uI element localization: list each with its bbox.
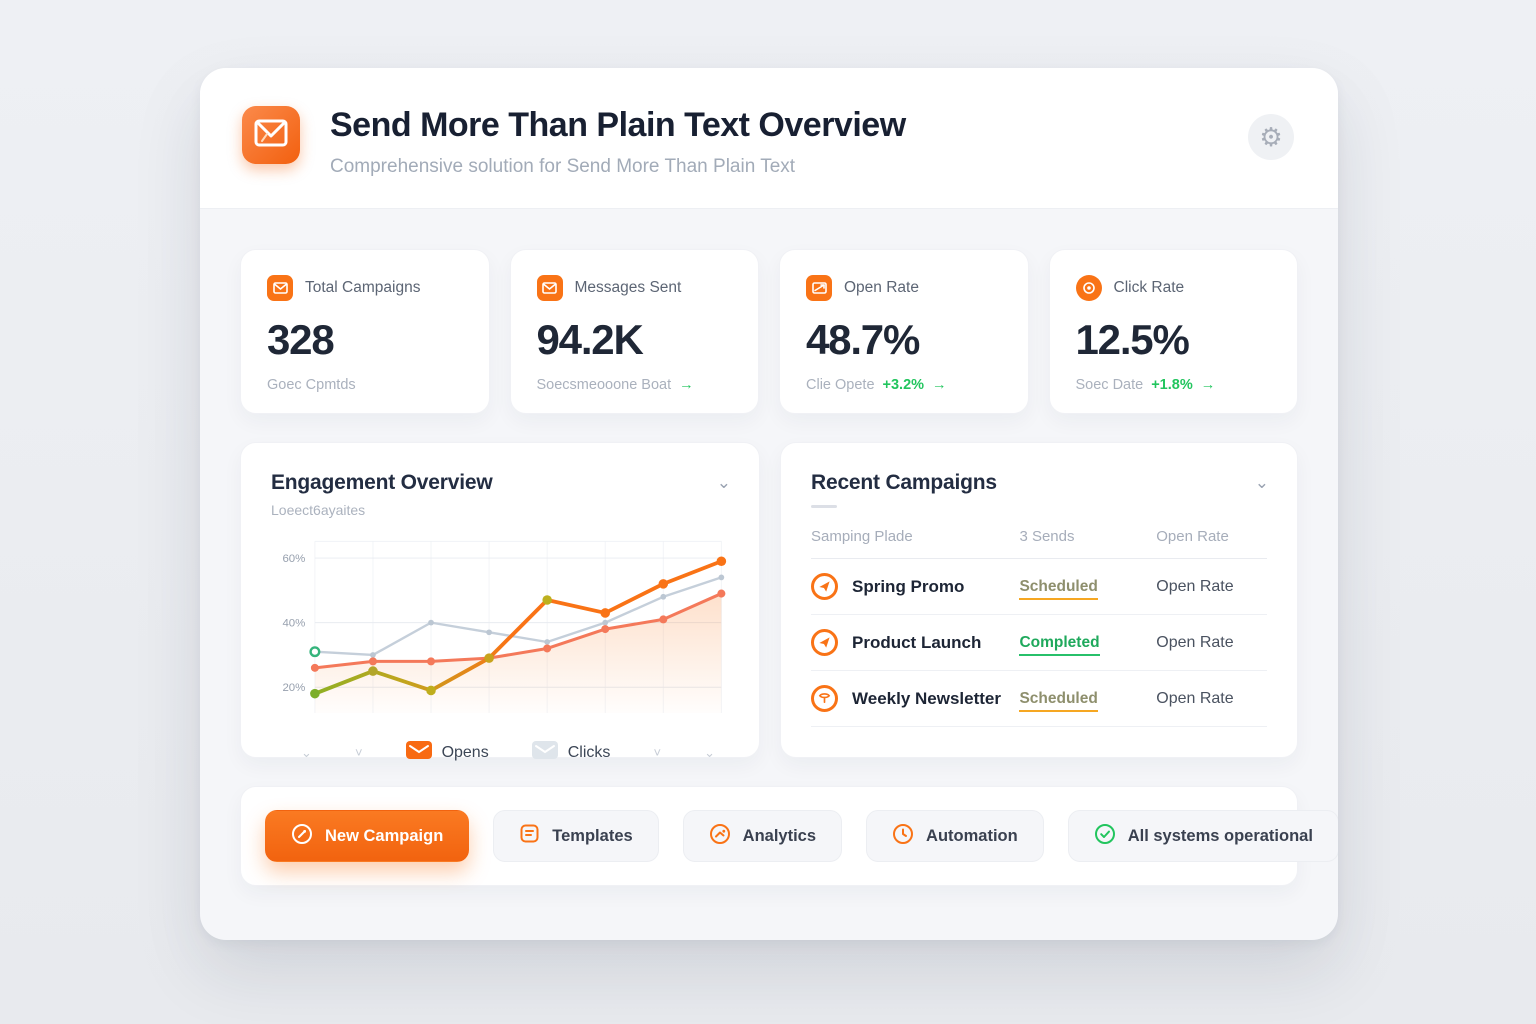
stat-value: 328 — [267, 316, 335, 363]
engagement-subtitle: Loeect6ayaites — [271, 502, 366, 518]
axis-glyph: ˅ — [653, 745, 662, 760]
campaigns-table-header: Samping Plade 3 Sends Open Rate — [811, 528, 1267, 559]
target-icon — [1075, 275, 1102, 301]
stat-label: Click Rate — [1113, 279, 1185, 296]
stat-footer-link[interactable]: Clie Opete +3.2% → — [806, 377, 947, 393]
app-window: Send More Than Plain Text Overview Compr… — [200, 68, 1338, 940]
axis-glyph: ⌄ — [704, 744, 715, 760]
stat-value: 94.2K — [536, 316, 644, 363]
delta-value: +1.8% — [1151, 377, 1193, 393]
campaign-metric: Open Rate — [1156, 633, 1234, 651]
status-badge: Completed — [1019, 633, 1100, 656]
system-status-button[interactable]: All systems operational — [1067, 810, 1338, 862]
window-body: Total Campaigns 328 Goec Cpmtds Messages… — [200, 209, 1338, 926]
stat-card-total-campaigns: Total Campaigns 328 Goec Cpmtds — [240, 249, 490, 414]
operational-check-icon — [1094, 823, 1116, 850]
analytics-button[interactable]: Analytics — [682, 810, 843, 862]
campaign-icon — [811, 629, 838, 656]
campaign-row-weekly-newsletter[interactable]: Weekly Newsletter Scheduled Open Rate — [811, 671, 1267, 727]
svg-text:60%: 60% — [282, 553, 305, 565]
chevron-down-icon[interactable]: ⌄ — [716, 473, 731, 492]
new-campaign-icon — [291, 823, 313, 850]
stat-value: 12.5% — [1075, 316, 1190, 363]
page-title: Send More Than Plain Text Overview — [330, 106, 906, 144]
campaign-icon — [811, 573, 838, 600]
engagement-chart-svg: 60% 40% 20% — [282, 540, 727, 714]
legend-label: Clicks — [567, 743, 611, 761]
column-header: Samping Plade — [811, 528, 913, 545]
delta-value: +3.2% — [882, 377, 925, 393]
status-badge: Scheduled — [1019, 577, 1098, 600]
axis-glyph: ˅ — [354, 745, 363, 760]
settings-button[interactable]: ⚙ — [1248, 114, 1294, 160]
campaign-envelope-icon — [267, 275, 293, 301]
campaign-row-product-launch[interactable]: Product Launch Completed Open Rate — [811, 615, 1267, 671]
app-logo — [242, 106, 300, 164]
campaign-name: Product Launch — [852, 632, 982, 652]
stat-label: Messages Sent — [574, 279, 682, 296]
arrow-right-icon: → — [932, 377, 947, 393]
opens-envelope-swatch-icon — [405, 741, 432, 764]
column-header: Open Rate — [1156, 528, 1229, 545]
legend-label: Opens — [441, 743, 489, 761]
campaign-name: Weekly Newsletter — [852, 688, 1001, 708]
legend-item-opens[interactable]: Opens — [405, 741, 489, 764]
campaign-icon — [811, 685, 838, 712]
mail-icon — [536, 275, 563, 301]
stat-footer: Goec Cpmtds — [267, 377, 356, 393]
chevron-down-icon[interactable]: ⌄ — [1254, 473, 1269, 492]
svg-text:20%: 20% — [282, 682, 305, 694]
recent-campaigns-panel: Recent Campaigns ⌄ Samping Plade 3 Sends… — [780, 442, 1298, 758]
envelope-icon — [254, 119, 288, 152]
clicks-envelope-swatch-icon — [531, 741, 558, 764]
arrow-right-icon: → — [1200, 377, 1216, 393]
axis-glyph: ⌄ — [301, 744, 312, 760]
engagement-panel: Engagement Overview Loeect6ayaites ⌄ 60%… — [240, 442, 760, 761]
page-subtitle: Comprehensive solution for Send More Tha… — [330, 156, 796, 177]
stats-row: Total Campaigns 328 Goec Cpmtds Messages… — [240, 249, 1298, 414]
analytics-icon — [709, 823, 731, 850]
stat-card-messages-sent: Messages Sent 94.2K Soecsmeooone Boat → — [509, 249, 759, 414]
stat-footer-link[interactable]: Soecsmeooone Boat → — [536, 377, 694, 393]
automation-icon — [892, 823, 914, 850]
templates-icon — [519, 823, 540, 849]
stat-label: Open Rate — [844, 279, 919, 296]
stat-value: 48.7% — [806, 316, 920, 363]
automation-button[interactable]: Automation — [866, 810, 1044, 862]
gear-icon: ⚙ — [1259, 122, 1283, 152]
window-header: Send More Than Plain Text Overview Compr… — [200, 68, 1338, 209]
stat-card-click-rate: Click Rate 12.5% Soec Date +1.8% → — [1048, 249, 1298, 414]
campaign-metric: Open Rate — [1156, 689, 1234, 707]
campaign-metric: Open Rate — [1156, 577, 1234, 595]
stat-footer-link[interactable]: Soec Date +1.8% → — [1075, 377, 1216, 393]
campaign-row-spring-promo[interactable]: Spring Promo Scheduled Open Rate — [811, 559, 1267, 615]
status-badge: Scheduled — [1019, 689, 1098, 712]
panels-row: Engagement Overview Loeect6ayaites ⌄ 60%… — [240, 442, 1298, 761]
engagement-chart: 60% 40% 20% — [271, 532, 729, 735]
arrow-right-icon: → — [679, 377, 694, 393]
campaign-name: Spring Promo — [852, 576, 965, 596]
legend-item-clicks[interactable]: Clicks — [531, 741, 611, 764]
stat-card-open-rate: Open Rate 48.7% Clie Opete +3.2% → — [779, 249, 1029, 414]
templates-button[interactable]: Templates — [493, 810, 659, 862]
svg-text:40%: 40% — [282, 617, 305, 629]
column-header: 3 Sends — [1019, 528, 1075, 545]
action-bar: New Campaign Templates — [240, 786, 1338, 886]
title-dash — [811, 505, 837, 508]
send-envelope-icon — [806, 275, 832, 301]
stat-label: Total Campaigns — [305, 279, 421, 296]
new-campaign-button[interactable]: New Campaign — [265, 810, 470, 862]
chart-legend: ⌄ ˅ Opens — [271, 735, 729, 764]
engagement-title: Engagement Overview — [271, 471, 493, 494]
campaigns-title: Recent Campaigns — [811, 471, 997, 494]
